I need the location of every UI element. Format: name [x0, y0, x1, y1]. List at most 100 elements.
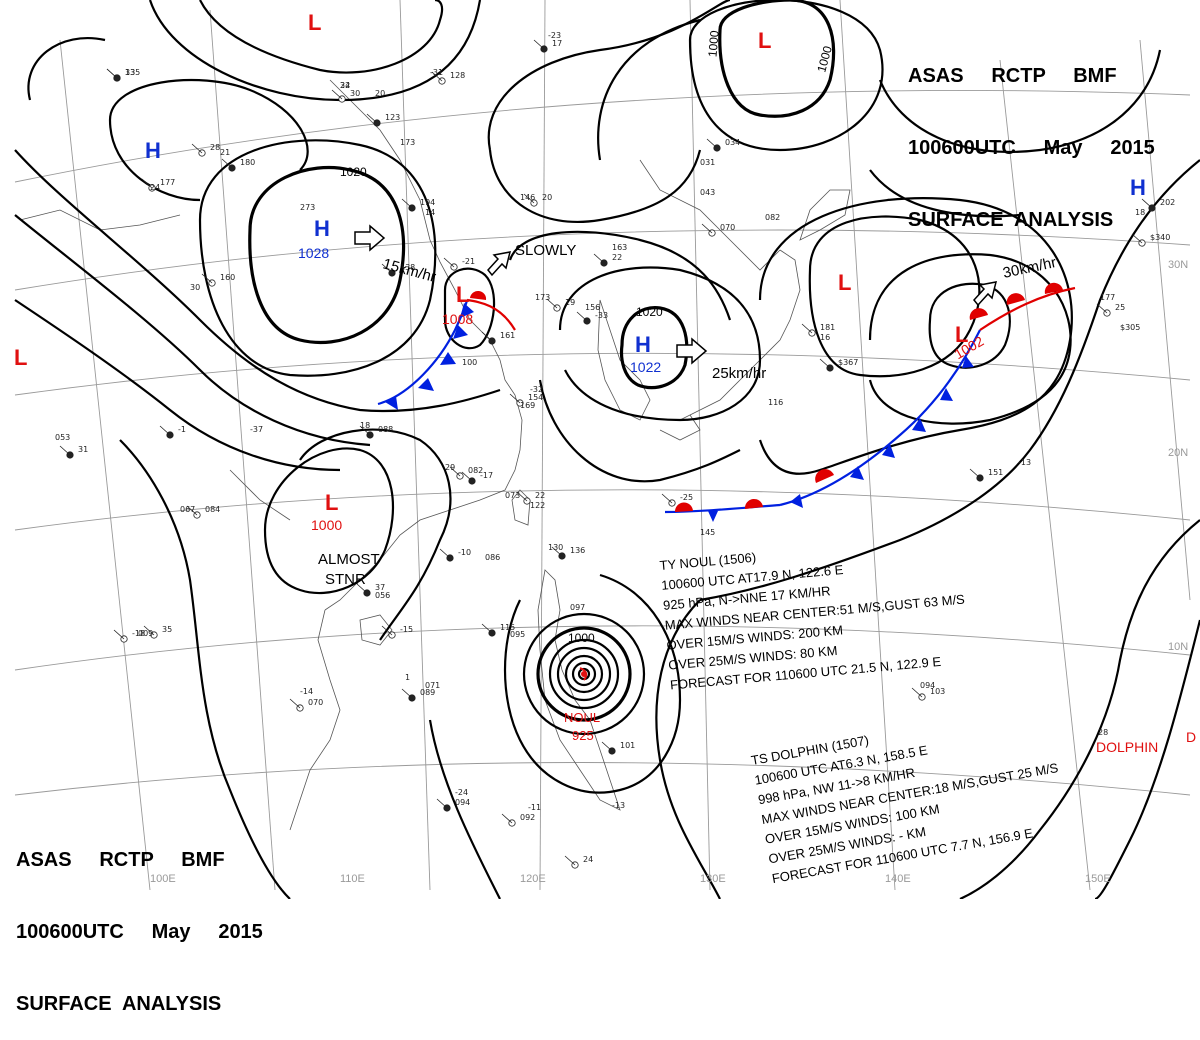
station-value: -24: [455, 788, 468, 797]
wind-barb-icon: [523, 193, 535, 204]
station-value: 173: [400, 138, 415, 147]
station-value: -31: [430, 68, 443, 77]
wind-barb-icon: [359, 425, 371, 436]
station-value: 156: [585, 303, 600, 312]
wind-barb-icon: [593, 253, 605, 264]
wind-barb-icon: [201, 273, 213, 284]
station-value: 35: [162, 625, 172, 634]
dolphin-info: TS DOLPHIN (1507) 100600 UTC AT6.3 N, 15…: [750, 732, 1060, 886]
cold-front-west: [377, 299, 474, 410]
station-value: 089: [420, 688, 435, 697]
typhoon-pressure: 925: [572, 728, 594, 743]
high-1028-letter: H: [314, 216, 330, 241]
station-value: 19: [565, 298, 575, 307]
low-north-letter: L: [758, 28, 771, 53]
station-value: 18: [360, 421, 370, 430]
wind-barb-icon: [461, 471, 473, 482]
typhoon-symbol: NOUL 925: [564, 667, 600, 743]
wind-barb-icon: [516, 491, 528, 502]
lon-label-100e: 100E: [150, 873, 176, 885]
station-value: 116: [768, 398, 783, 407]
station-value: 22: [535, 491, 545, 500]
lat-label-30n: 30N: [1168, 259, 1188, 271]
wind-barb-icon: [701, 223, 713, 234]
wind-barb-icon: [381, 263, 393, 274]
wind-barb-icon: [481, 623, 493, 634]
movement-label-25kmhr: 25km/hr: [712, 365, 766, 382]
lat-label-10n: 10N: [1168, 641, 1188, 653]
station-value: 154: [528, 393, 543, 402]
station-value: -32: [530, 385, 543, 394]
wind-barb-icon: [331, 89, 343, 100]
wind-barb-icon: [439, 548, 451, 559]
arrow-low-1002: [973, 281, 998, 307]
station-value: 202: [1160, 198, 1175, 207]
station-value: 145: [700, 528, 715, 537]
wind-barb-icon: [401, 198, 413, 209]
station-value: 28: [210, 143, 220, 152]
wind-barb-icon: [289, 698, 301, 709]
station-value: 160: [220, 273, 235, 282]
typhoon-name: NOUL: [564, 710, 600, 725]
station-value: 30: [350, 89, 360, 98]
wind-barb-icon: [1096, 303, 1108, 314]
arrow-high-1022: [676, 337, 708, 365]
wind-barb-icon: [449, 466, 461, 477]
arrow-high-1028: [354, 224, 386, 252]
station-value: 070: [720, 223, 735, 232]
low-1008-letter: L: [456, 282, 469, 307]
wind-barb-icon: [356, 583, 368, 594]
wind-barb-icon: [819, 358, 831, 369]
low-1008-value: 1008: [442, 311, 473, 327]
low-west-letter: L: [14, 345, 27, 370]
station-value: -33: [595, 311, 608, 320]
high-west-letter: H: [145, 138, 161, 163]
station-value: 163: [612, 243, 627, 252]
isobar-labels: 1020 1020 1000 1000 1000: [340, 30, 835, 645]
wind-barb-icon: [366, 113, 378, 124]
station-value: 138: [400, 263, 415, 272]
station-value: 177: [1100, 293, 1115, 302]
isobars: [14, 0, 1200, 899]
header-top-line2: 100600UTC May 2015: [908, 137, 1155, 159]
wind-barb-icon: [564, 855, 576, 866]
station-value: -13: [1018, 458, 1031, 467]
almost-stnr-line2: STNR: [325, 571, 366, 588]
grid-labels: 100E 110E 120E 130E 140E 150E 30N 20N 10…: [150, 259, 1188, 885]
station-value: 056: [375, 591, 390, 600]
station-value: 33: [125, 68, 135, 77]
station-value: -37: [250, 425, 263, 434]
station-value: 194: [420, 198, 435, 207]
station-value: 22: [612, 253, 622, 262]
wind-barb-icon: [551, 546, 563, 557]
station-value: 043: [700, 188, 715, 197]
station-value: 082: [468, 466, 483, 475]
station-value: $367: [838, 358, 858, 367]
station-value: 070: [308, 698, 323, 707]
station-value: -23: [548, 31, 561, 40]
high-1028-value: 1028: [298, 245, 329, 261]
station-value: 24: [583, 855, 593, 864]
station-value: 086: [485, 553, 500, 562]
wind-barb-icon: [221, 158, 233, 169]
station-value: 37: [375, 583, 385, 592]
wind-barb-icon: [533, 39, 545, 50]
station-value: 14: [425, 208, 435, 217]
wind-barb-icon: [186, 505, 198, 516]
high-1022-value: 1022: [630, 359, 661, 375]
low-1000-letter: L: [325, 490, 338, 515]
station-value: 161: [500, 331, 515, 340]
isobar-label-1000-b: 1000: [705, 30, 721, 58]
station-value: 180: [240, 158, 255, 167]
station-value: -18: [132, 629, 145, 638]
wind-barb-icon: [661, 493, 673, 504]
wind-barb-icon: [706, 138, 718, 149]
station-value: 123: [385, 113, 400, 122]
station-value: 094: [920, 681, 935, 690]
wind-barb-icon: [801, 323, 813, 334]
low-nw-letter: L: [308, 10, 321, 35]
isobar-label-1020-a: 1020: [340, 165, 367, 179]
wind-barb-icon: [113, 629, 125, 640]
station-value: 095: [510, 630, 525, 639]
station-value: -1: [178, 425, 186, 434]
